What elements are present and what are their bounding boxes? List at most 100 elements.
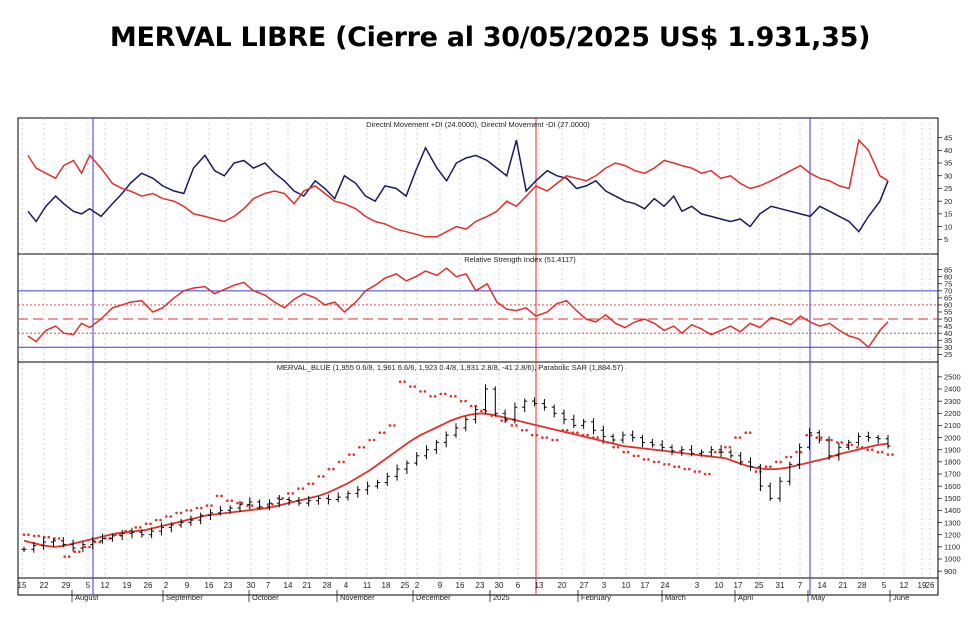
y-tick-label: 2000 (944, 433, 961, 442)
sar-dot (240, 501, 244, 505)
sar-dot (149, 522, 152, 526)
sar-dot (419, 390, 422, 393)
sar-dot (32, 534, 36, 538)
date-tick-label: 22 (40, 581, 49, 590)
month-label: April (738, 593, 753, 602)
date-tick-label: 16 (456, 581, 465, 590)
sar-dot (795, 450, 798, 454)
sar-dot (342, 460, 345, 464)
sar-dot (459, 399, 463, 403)
date-tick-label: 27 (580, 581, 589, 590)
rsi-reference-lines (18, 290, 938, 348)
sar-dot (358, 446, 361, 449)
date-tick-label: 7 (266, 581, 271, 590)
sar-dot (63, 555, 66, 558)
date-tick-label: 10 (622, 581, 631, 590)
sar-dot (571, 431, 575, 435)
sar-dot (515, 424, 518, 427)
y-tick-label: 60 (944, 301, 952, 310)
date-tick-label: 31 (776, 581, 785, 590)
date-tick-label: 18 (382, 581, 391, 590)
price-series-group (21, 380, 894, 558)
y-tick-label: 1700 (944, 470, 961, 479)
month-label: 2025 (493, 593, 510, 602)
sar-dot (850, 443, 854, 447)
date-tick-label: 21 (839, 581, 848, 590)
y-tick-label: 1300 (944, 518, 961, 527)
sar-dot (576, 431, 579, 435)
sar-dot (856, 446, 859, 449)
sar-dot (683, 467, 686, 471)
sar-dot (423, 390, 427, 393)
sar-dot (93, 540, 97, 544)
sar-dot (37, 534, 40, 538)
sar-dot (226, 499, 229, 503)
y-tick-label: 45 (944, 322, 952, 331)
sar-dot (250, 504, 254, 507)
sar-dot (352, 453, 356, 456)
dmi-panel-title: Directnl Movement +DI (24.0000), Directn… (366, 120, 590, 129)
rsi-panel-title: Relative Strength Index (51.4117) (464, 255, 576, 264)
sar-dot (297, 487, 300, 490)
sar-dot (27, 533, 30, 536)
y-tick-label: 1100 (944, 543, 960, 552)
sar-dot (261, 506, 264, 510)
sar-dot (236, 501, 239, 505)
y-tick-label: 75 (944, 279, 952, 288)
moving-average-line (23, 412, 889, 548)
sar-dot (626, 450, 630, 454)
date-tick-label: 23 (224, 581, 233, 590)
sar-dot (525, 429, 528, 432)
sar-dot (677, 465, 681, 469)
y-tick-label: 2400 (944, 385, 961, 394)
sar-dot (490, 414, 493, 418)
sar-dot (785, 455, 788, 459)
sar-dot (281, 497, 284, 500)
sar-dot (362, 446, 366, 449)
sar-dot (642, 458, 646, 461)
month-label: September (166, 593, 203, 602)
month-label: March (665, 593, 686, 602)
y-tick-label: 900 (944, 567, 957, 576)
sar-dot (118, 533, 122, 536)
date-tick-label: 9 (438, 581, 443, 590)
sar-dot (673, 465, 676, 469)
sar-dot (124, 529, 127, 533)
sar-dot (189, 509, 193, 512)
sar-dot (551, 438, 554, 442)
sar-dot (444, 392, 447, 396)
sar-dot (581, 433, 585, 437)
sar-dot (383, 431, 386, 435)
sar-dot (708, 472, 711, 476)
sar-dot (266, 503, 270, 506)
y-tick-label: 85 (944, 265, 952, 274)
date-tick-label: 25 (755, 581, 764, 590)
sar-dot (276, 497, 280, 500)
date-tick-label: 21 (303, 581, 312, 590)
sar-dot (718, 450, 721, 454)
sar-dot (301, 487, 305, 490)
date-tick-label: 14 (284, 581, 293, 590)
date-tick-label: 16 (205, 581, 214, 590)
sar-dot (388, 424, 392, 427)
sar-dot (860, 446, 864, 449)
sar-dot (464, 399, 467, 403)
y-tick-label: 35 (944, 159, 952, 168)
date-tick-label: 5 (882, 581, 887, 590)
minus-di-line (27, 138, 889, 238)
date-tick-label: 20 (558, 581, 567, 590)
price-panel-title: MERVAL_BLUE (1,955 0.6/8, 1,961 6.6/6, 1… (277, 363, 624, 372)
sar-dot (591, 436, 595, 439)
y-tick-label: 1900 (944, 445, 961, 454)
y-tick-label: 55 (944, 308, 952, 317)
date-tick-label: 11 (363, 581, 372, 590)
sar-dot (809, 433, 813, 437)
y-tick-label: 10 (944, 222, 952, 231)
sar-dot (144, 522, 148, 526)
y-tick-label: 45 (944, 133, 952, 142)
y-tick-label: 35 (944, 336, 952, 345)
date-tick-label: 9 (185, 581, 190, 590)
sar-dot (114, 533, 117, 536)
month-label: May (811, 593, 825, 602)
month-label: February (581, 593, 611, 602)
